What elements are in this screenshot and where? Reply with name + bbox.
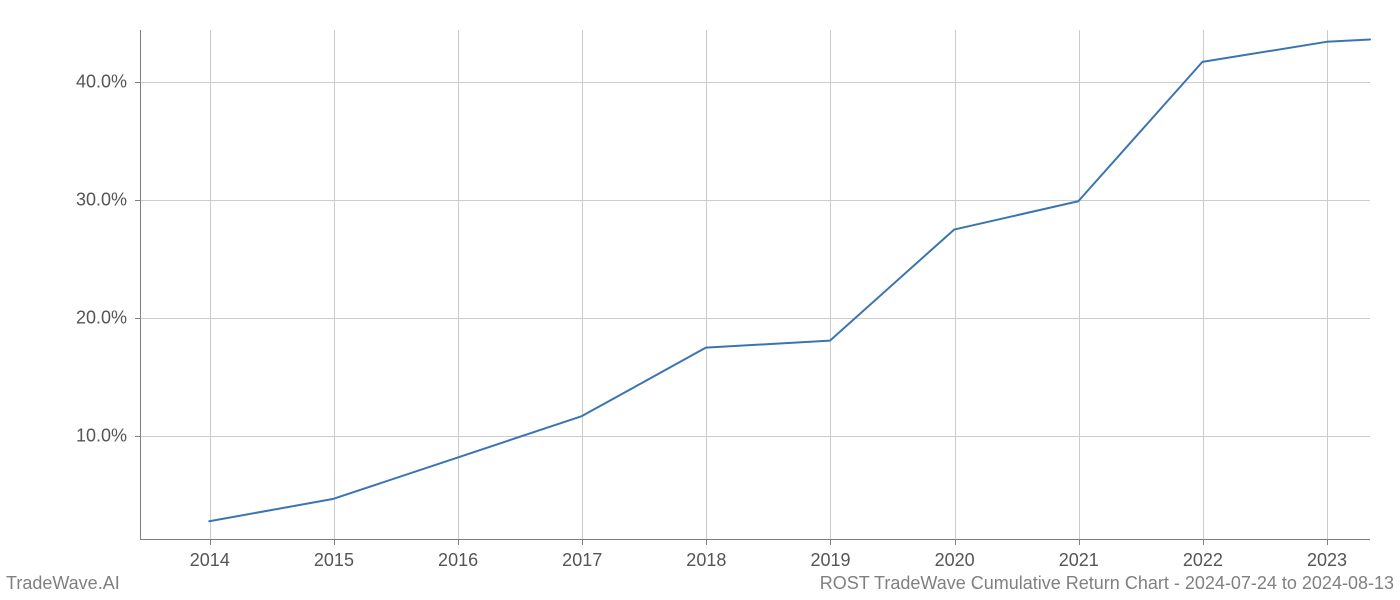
- x-tick: [1203, 539, 1204, 545]
- chart-area: 2014201520162017201820192020202120222023…: [140, 30, 1370, 540]
- y-axis-label: 30.0%: [76, 190, 127, 211]
- watermark-right: ROST TradeWave Cumulative Return Chart -…: [820, 573, 1394, 594]
- x-tick: [582, 539, 583, 545]
- x-tick: [1327, 539, 1328, 545]
- x-tick: [458, 539, 459, 545]
- x-tick: [955, 539, 956, 545]
- x-tick: [210, 539, 211, 545]
- x-axis-label: 2016: [438, 550, 478, 571]
- x-tick: [1079, 539, 1080, 545]
- x-tick: [830, 539, 831, 545]
- y-axis-label: 10.0%: [76, 426, 127, 447]
- line-series: [141, 30, 1370, 539]
- y-axis-label: 20.0%: [76, 308, 127, 329]
- x-axis-label: 2019: [810, 550, 850, 571]
- x-tick: [334, 539, 335, 545]
- x-axis-label: 2014: [190, 550, 230, 571]
- x-axis-label: 2023: [1307, 550, 1347, 571]
- plot-area: 2014201520162017201820192020202120222023…: [140, 30, 1370, 540]
- x-axis-label: 2015: [314, 550, 354, 571]
- x-axis-label: 2017: [562, 550, 602, 571]
- x-axis-label: 2020: [935, 550, 975, 571]
- watermark-left: TradeWave.AI: [6, 573, 120, 594]
- x-axis-label: 2022: [1183, 550, 1223, 571]
- x-axis-label: 2021: [1059, 550, 1099, 571]
- x-tick: [706, 539, 707, 545]
- y-axis-label: 40.0%: [76, 71, 127, 92]
- x-axis-label: 2018: [686, 550, 726, 571]
